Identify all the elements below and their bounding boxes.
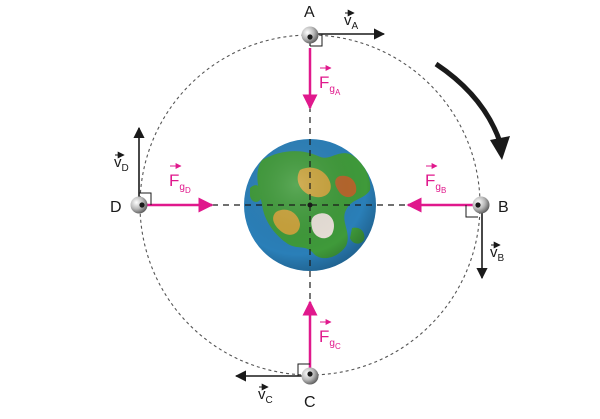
svg-text:vD: vD <box>114 154 129 174</box>
point-label-c: C <box>304 394 316 411</box>
point-label-b: B <box>498 199 509 216</box>
point-label-d: D <box>110 199 122 216</box>
clockwise-rotation-arrow-icon <box>434 61 510 160</box>
force-label-c: FgC <box>319 319 341 351</box>
svg-text:FgC: FgC <box>319 327 341 351</box>
velocity-label-b: vB <box>490 241 505 264</box>
velocity-label-d: vD <box>114 151 129 174</box>
svg-text:vB: vB <box>490 244 505 264</box>
satellite-d-icon <box>130 196 148 214</box>
right-angle-b <box>465 205 478 218</box>
svg-text:FgA: FgA <box>319 73 341 97</box>
svg-text:vA: vA <box>344 12 359 32</box>
velocity-label-a: vA <box>344 9 359 32</box>
velocity-label-c: vC <box>258 383 273 406</box>
force-label-b: FgB <box>425 163 446 195</box>
right-angle-c <box>297 363 310 376</box>
right-angle-d <box>139 192 152 205</box>
point-label-a: A <box>304 4 315 21</box>
svg-text:FgB: FgB <box>425 171 446 195</box>
force-label-d: FgD <box>169 163 191 195</box>
right-angle-a <box>310 34 323 47</box>
satellite-b-icon <box>472 196 490 214</box>
svg-text:FgD: FgD <box>169 171 191 195</box>
svg-text:vC: vC <box>258 386 273 406</box>
force-label-a: FgA <box>319 65 341 97</box>
